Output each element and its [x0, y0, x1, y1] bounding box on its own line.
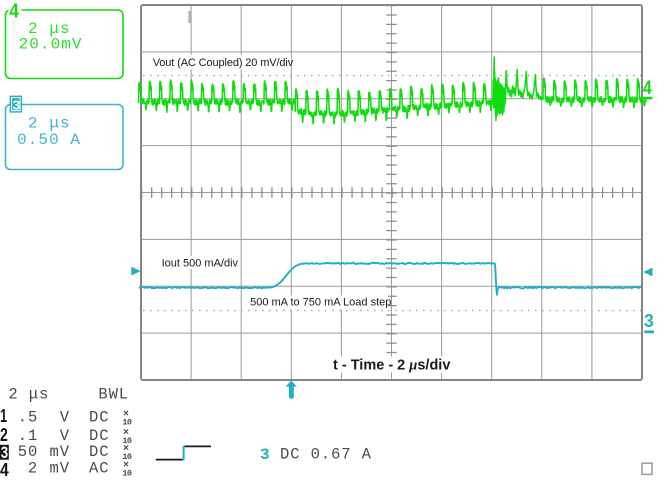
svg-text:.1: .1: [18, 427, 38, 445]
svg-text:10: 10: [122, 452, 132, 462]
svg-text:t - Time - 2 μs/div: t - Time - 2 μs/div: [333, 357, 450, 373]
svg-text:Vout (AC Coupled) 20 mV/div: Vout (AC Coupled) 20 mV/div: [153, 57, 294, 69]
svg-text:V: V: [60, 408, 70, 426]
svg-text:DC: DC: [89, 408, 109, 426]
svg-text:4: 4: [643, 78, 652, 99]
svg-text:2 μs: 2 μs: [28, 20, 71, 38]
svg-text:2 μs: 2 μs: [8, 386, 49, 404]
svg-text:20.0mV: 20.0mV: [19, 36, 83, 54]
svg-text:2 μs: 2 μs: [28, 115, 71, 133]
svg-text:V: V: [60, 427, 70, 445]
svg-text:500 mA to 750 mA Load step: 500 mA to 750 mA Load step: [250, 297, 391, 309]
svg-text:DC 0.67 A: DC 0.67 A: [280, 445, 372, 463]
svg-text:2: 2: [0, 425, 8, 445]
svg-text:.5: .5: [18, 408, 38, 426]
svg-text:×: ×: [123, 428, 129, 439]
svg-text:×: ×: [123, 444, 129, 455]
svg-text:Iout 500 mA/div: Iout 500 mA/div: [162, 257, 239, 269]
svg-text:×: ×: [123, 409, 129, 420]
svg-text:×: ×: [123, 460, 129, 471]
svg-text:1: 1: [0, 406, 7, 426]
svg-text:AC: AC: [89, 459, 109, 477]
svg-text:DC: DC: [89, 443, 109, 461]
svg-text:50: 50: [18, 443, 38, 461]
svg-text:BWL: BWL: [98, 386, 129, 404]
svg-text:4: 4: [0, 460, 9, 480]
svg-text:mV: mV: [50, 459, 70, 477]
svg-text:10: 10: [122, 418, 132, 428]
svg-text:10: 10: [122, 436, 132, 446]
svg-text:3: 3: [260, 446, 270, 464]
svg-text:3: 3: [12, 100, 20, 115]
svg-text:4: 4: [9, 1, 19, 23]
svg-text:3: 3: [1, 443, 8, 462]
svg-text:3: 3: [644, 310, 654, 331]
svg-text:mV: mV: [50, 443, 70, 461]
svg-text:0.50 A: 0.50 A: [17, 131, 81, 149]
svg-text:DC: DC: [89, 427, 109, 445]
svg-text:10: 10: [122, 469, 132, 479]
svg-text:2: 2: [28, 459, 38, 477]
